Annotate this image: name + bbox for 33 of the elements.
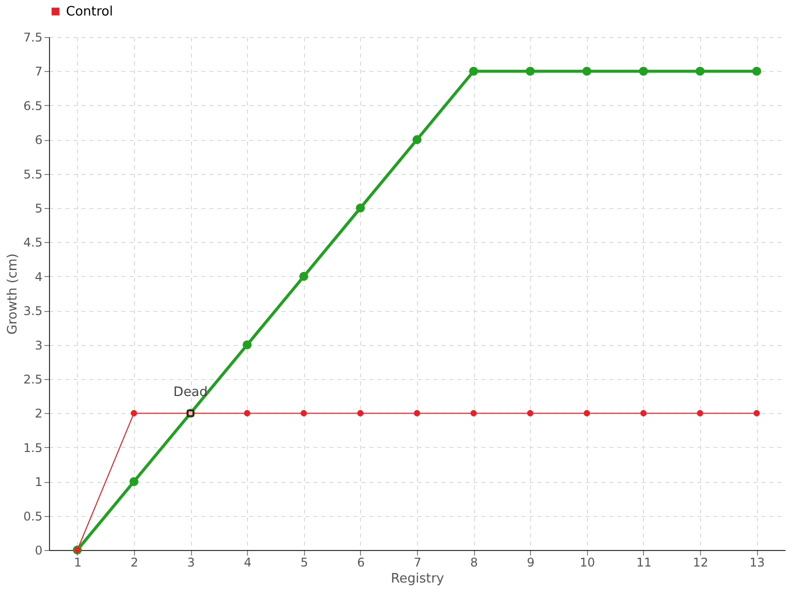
y-tick-label: 3 <box>34 338 42 352</box>
x-tick-label: 13 <box>750 556 765 570</box>
y-tick-label: 2.5 <box>23 372 42 386</box>
legend-label: Control <box>66 4 113 20</box>
x-tick-label: 12 <box>692 556 708 570</box>
x-axis-title: Registry <box>390 572 444 586</box>
x-tick-label: 5 <box>300 556 308 570</box>
y-tick-label: 5 <box>34 202 42 216</box>
x-tick-label: 6 <box>357 556 365 570</box>
x-tick-label: 11 <box>636 556 652 570</box>
y-tick-label: 6.5 <box>23 98 42 113</box>
y-tick-label: 0.5 <box>23 509 42 524</box>
y-tick-label: 1 <box>34 475 42 490</box>
y-tick-label: 4.5 <box>23 236 42 250</box>
x-tick-label: 10 <box>580 556 595 570</box>
x-tick-label: 2 <box>130 556 138 570</box>
y-tick-label: 1.5 <box>23 440 42 455</box>
x-tick-label: 1 <box>74 556 82 570</box>
y-tick-label: 3.5 <box>23 304 42 318</box>
x-tick-label: 8 <box>470 556 478 570</box>
annotation: Dead <box>173 385 208 400</box>
y-tick-label: 7.5 <box>23 30 42 44</box>
x-tick-label: 9 <box>526 556 535 570</box>
x-tick-label: 3 <box>187 556 195 570</box>
y-tick-label: 6 <box>34 133 42 148</box>
y-tick-label: 2 <box>34 406 42 421</box>
x-tick-label: 7 <box>414 556 422 570</box>
y-tick-label: 5.5 <box>23 167 42 182</box>
y-tick-label: 4 <box>34 270 42 284</box>
y-axis-title: Growth (cm) <box>5 253 20 335</box>
y-tick-label: 7 <box>34 64 42 79</box>
x-tick-label: 4 <box>244 556 252 570</box>
y-tick-label: 0 <box>34 544 42 558</box>
